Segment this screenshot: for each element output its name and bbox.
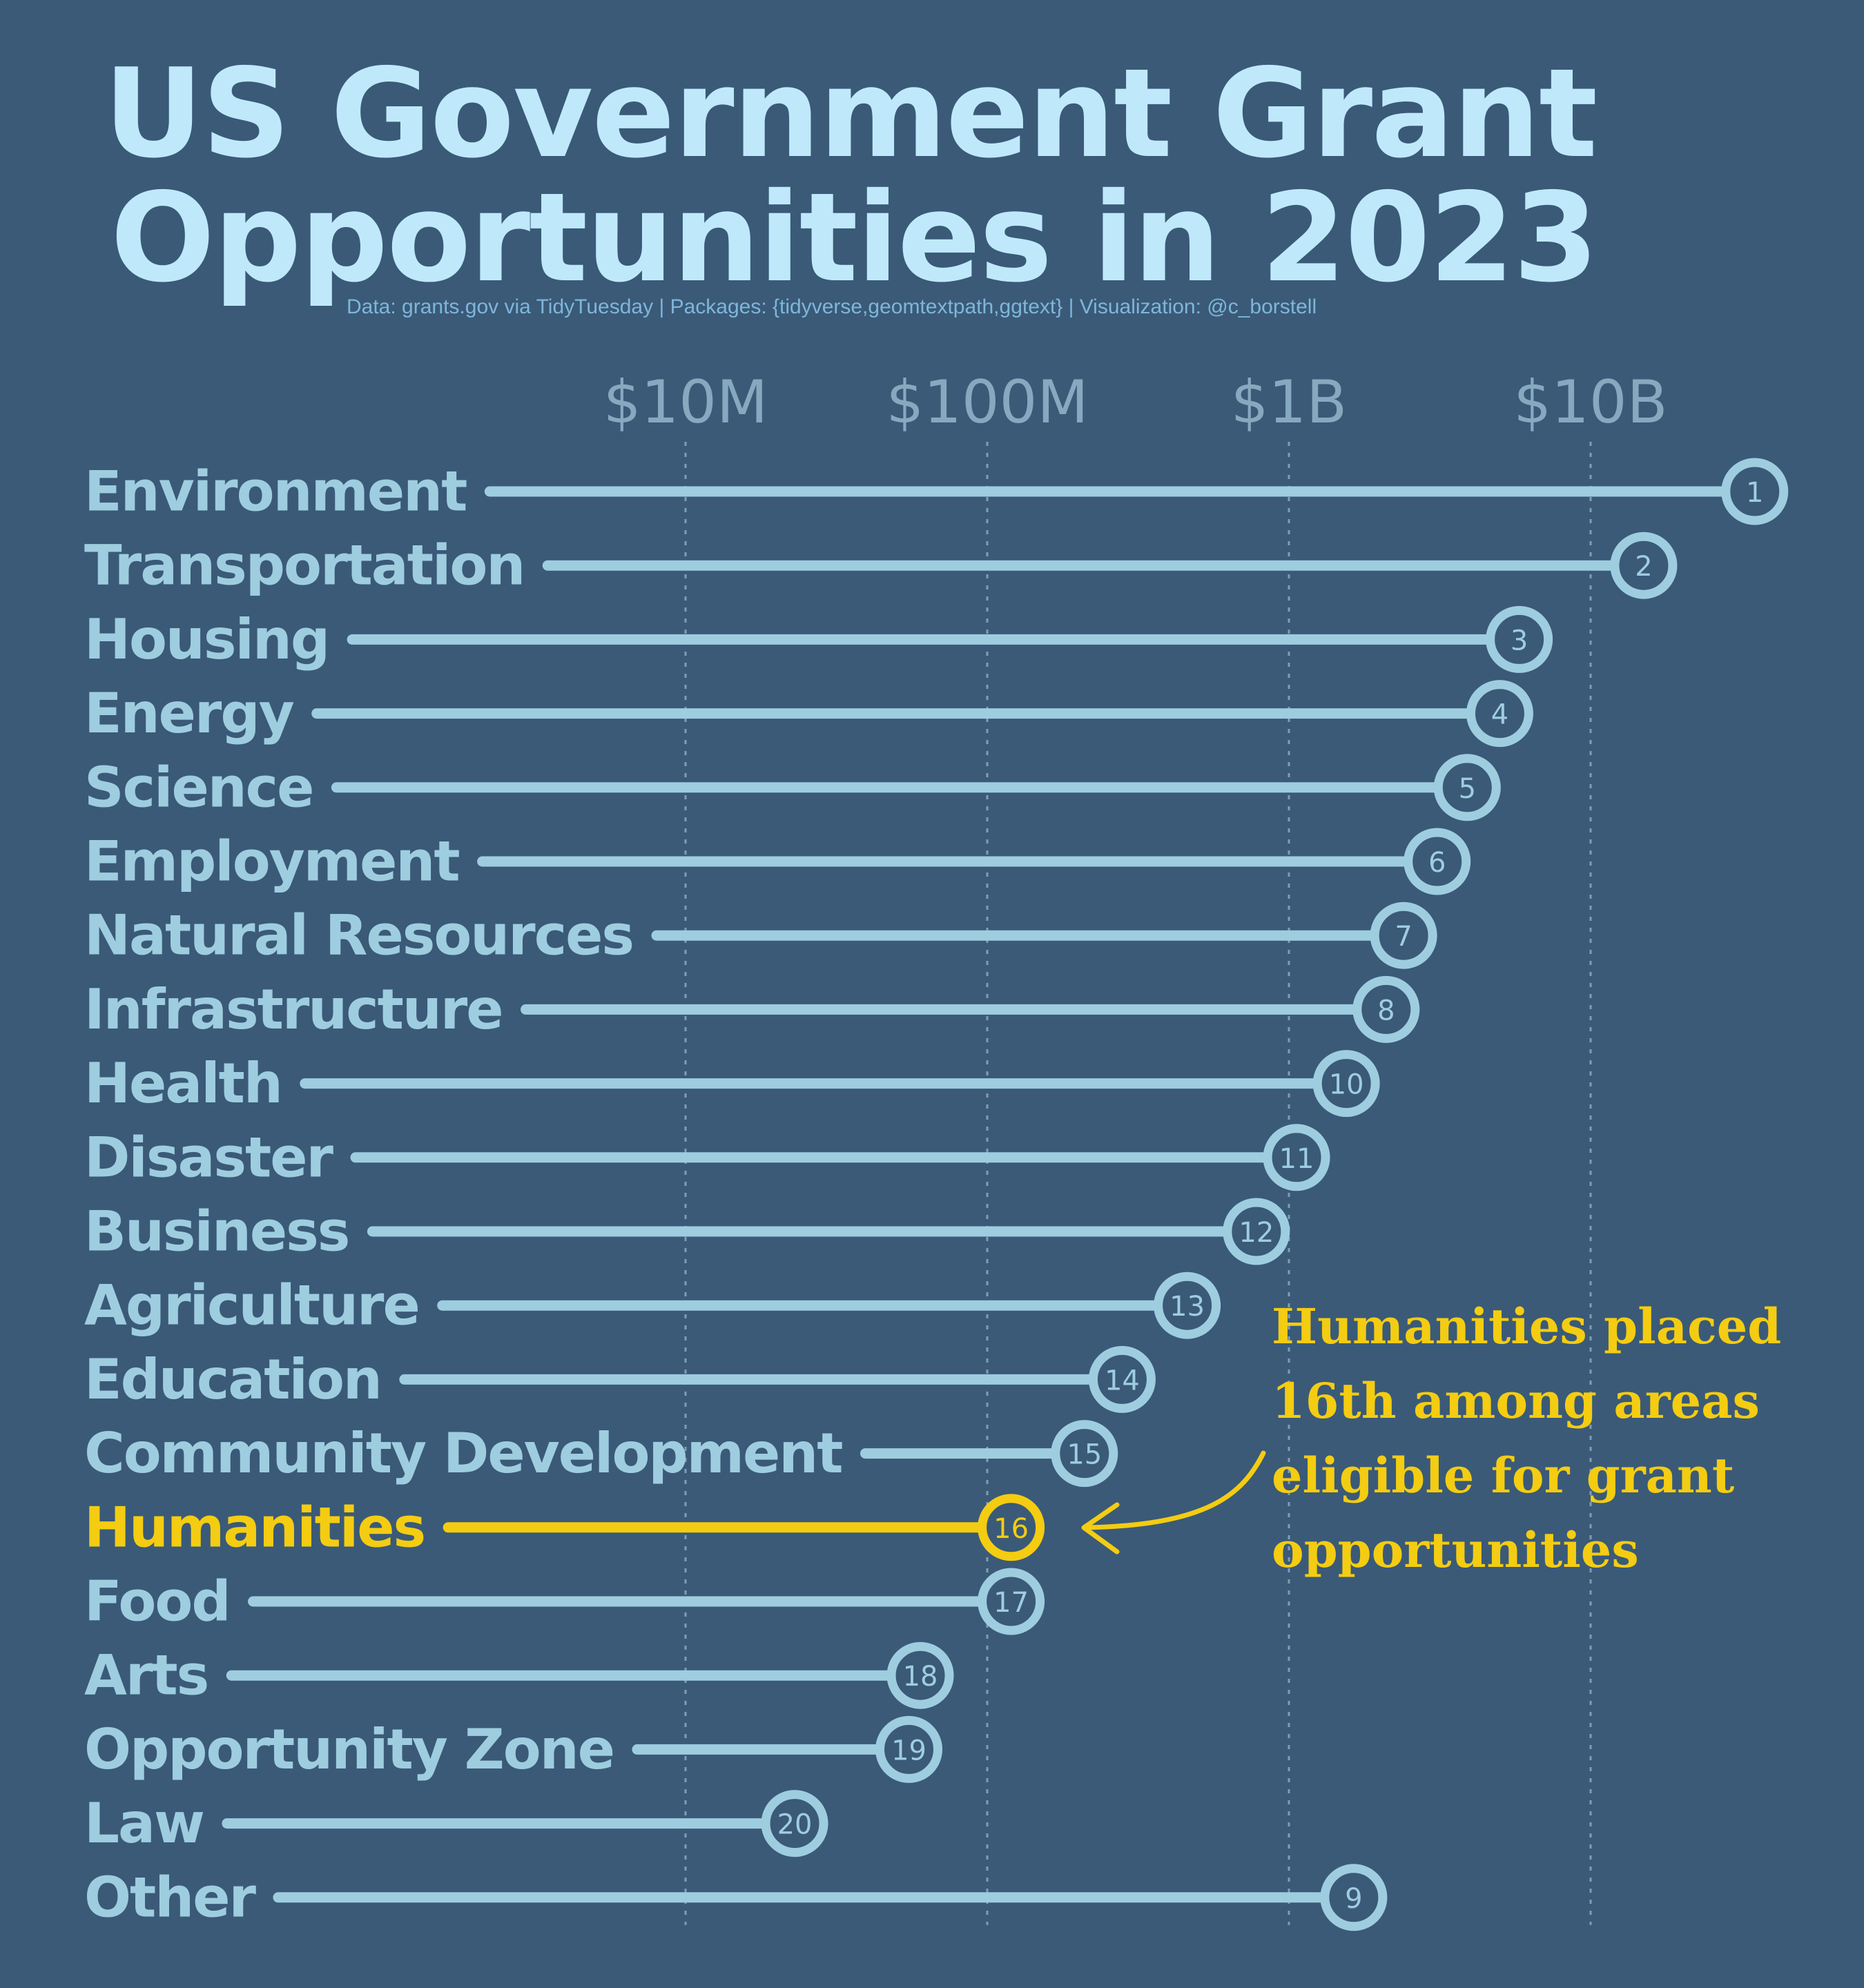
lollipop-head bbox=[875, 1715, 943, 1783]
category-label: Community Development bbox=[84, 1421, 842, 1485]
category-label: Law bbox=[84, 1791, 204, 1855]
category-label: Natural Resources bbox=[84, 904, 633, 968]
category-label: Energy bbox=[84, 681, 294, 746]
rows: Environment 1 Transportation 2 Housing 3 Energ… bbox=[84, 458, 1789, 1931]
lollipop-head bbox=[1466, 680, 1533, 748]
category-label: Transportation bbox=[84, 534, 524, 598]
category-label: Opportunity Zone bbox=[84, 1717, 614, 1782]
rank-label: 3 bbox=[1511, 625, 1528, 656]
rank-label: 8 bbox=[1377, 995, 1395, 1026]
lollipop-head bbox=[1352, 975, 1420, 1043]
annotation-line-3: eligible for grant bbox=[1272, 1447, 1735, 1504]
lollipop-head bbox=[1486, 605, 1553, 673]
annotation-line-2: 16th among areas bbox=[1272, 1372, 1760, 1430]
category-label: Environment bbox=[84, 460, 467, 524]
row-business: Business 12 bbox=[84, 1198, 1290, 1265]
annotation-line-4: opportunities bbox=[1272, 1521, 1639, 1579]
row-infrastructure: Infrastructure 8 bbox=[84, 975, 1420, 1043]
annotation-text: Humanities placed 16th among areas eligi… bbox=[1272, 1289, 1781, 1588]
rank-label: 4 bbox=[1491, 699, 1508, 731]
rank-label: 17 bbox=[993, 1587, 1029, 1619]
row-employment: Employment 6 bbox=[84, 828, 1471, 895]
row-arts: Arts 18 bbox=[84, 1641, 954, 1709]
category-label: Science bbox=[84, 755, 313, 819]
category-label: Other bbox=[84, 1865, 256, 1929]
rank-label: 9 bbox=[1345, 1883, 1362, 1915]
lollipop-head bbox=[1610, 532, 1678, 599]
rank-label: 7 bbox=[1395, 921, 1412, 953]
rank-label: 10 bbox=[1329, 1069, 1364, 1101]
row-energy: Energy 4 bbox=[84, 680, 1533, 748]
lollipop-head bbox=[1370, 902, 1437, 969]
category-label: Health bbox=[84, 1051, 282, 1115]
rank-label: 1 bbox=[1746, 477, 1763, 509]
category-label: Education bbox=[84, 1347, 381, 1412]
rank-label: 13 bbox=[1169, 1291, 1205, 1323]
rank-label: 20 bbox=[777, 1809, 813, 1841]
row-other: Other 9 bbox=[84, 1864, 1388, 1931]
rank-label: 15 bbox=[1067, 1439, 1102, 1471]
rank-label: 5 bbox=[1459, 773, 1476, 805]
lollipop-head bbox=[1088, 1345, 1156, 1413]
chart-title-line-2: Opportunities in 2023 bbox=[110, 166, 1599, 309]
category-label: Humanities bbox=[84, 1495, 425, 1559]
rank-label: 19 bbox=[891, 1735, 926, 1766]
category-label: Disaster bbox=[84, 1125, 334, 1189]
row-agriculture: Agriculture 13 bbox=[84, 1271, 1221, 1339]
lollipop-head bbox=[1320, 1864, 1388, 1931]
x-tick-label: $10B bbox=[1513, 368, 1667, 437]
row-environment: Environment 1 bbox=[84, 458, 1789, 525]
annotation-line-1: Humanities placed bbox=[1272, 1298, 1782, 1355]
lollipop-head bbox=[1263, 1124, 1330, 1191]
lollipop-head bbox=[1154, 1271, 1221, 1339]
rank-label: 11 bbox=[1279, 1143, 1314, 1175]
row-education: Education 14 bbox=[84, 1345, 1156, 1413]
lollipop-head bbox=[761, 1790, 828, 1858]
category-label: Business bbox=[84, 1200, 349, 1264]
category-label: Infrastructure bbox=[84, 977, 503, 1042]
lollipop-head bbox=[1223, 1198, 1290, 1265]
x-tick-label: $100M bbox=[886, 368, 1088, 437]
category-label: Housing bbox=[84, 607, 329, 672]
row-housing: Housing 3 bbox=[84, 605, 1553, 673]
x-axis-ticks: $10M $100M $1B $10B bbox=[603, 368, 1668, 437]
lollipop-head bbox=[1721, 458, 1789, 525]
row-humanities: Humanities 16 bbox=[84, 1494, 1045, 1561]
row-community-development: Community Development 15 bbox=[84, 1420, 1118, 1488]
rank-label: 16 bbox=[993, 1513, 1029, 1545]
row-law: Law 20 bbox=[84, 1790, 828, 1858]
row-natural-resources: Natural Resources 7 bbox=[84, 902, 1437, 969]
lollipop-head bbox=[978, 1568, 1045, 1635]
rank-label: 12 bbox=[1239, 1217, 1274, 1249]
gridlines bbox=[684, 442, 1592, 1925]
row-science: Science 5 bbox=[84, 754, 1501, 821]
chart-title-line-1: US Government Grant bbox=[104, 42, 1598, 185]
lollipop-head bbox=[1312, 1050, 1380, 1118]
lollipop-head bbox=[1433, 754, 1501, 821]
rank-label: 6 bbox=[1428, 847, 1446, 879]
x-tick-label: $1B bbox=[1231, 368, 1347, 437]
caption: Data: grants.gov via TidyTuesday | Packa… bbox=[347, 295, 1317, 318]
row-opportunity-zone: Opportunity Zone 19 bbox=[84, 1715, 943, 1783]
category-label: Agriculture bbox=[84, 1274, 419, 1338]
lollipop-head bbox=[978, 1494, 1045, 1561]
row-transportation: Transportation 2 bbox=[84, 532, 1678, 599]
row-food: Food 17 bbox=[84, 1568, 1045, 1635]
category-label: Arts bbox=[84, 1644, 208, 1708]
x-tick-label: $10M bbox=[603, 368, 768, 437]
rank-label: 14 bbox=[1105, 1365, 1140, 1396]
category-label: Food bbox=[84, 1570, 230, 1634]
row-disaster: Disaster 11 bbox=[84, 1124, 1330, 1191]
annotation-arrow bbox=[1081, 1450, 1266, 1555]
rank-label: 2 bbox=[1635, 551, 1652, 583]
lollipop-head bbox=[1404, 828, 1471, 895]
category-label: Employment bbox=[84, 830, 459, 894]
row-health: Health 10 bbox=[84, 1050, 1380, 1118]
lollipop-head bbox=[1051, 1420, 1118, 1488]
lollipop-head bbox=[886, 1641, 954, 1709]
rank-label: 18 bbox=[903, 1661, 938, 1693]
